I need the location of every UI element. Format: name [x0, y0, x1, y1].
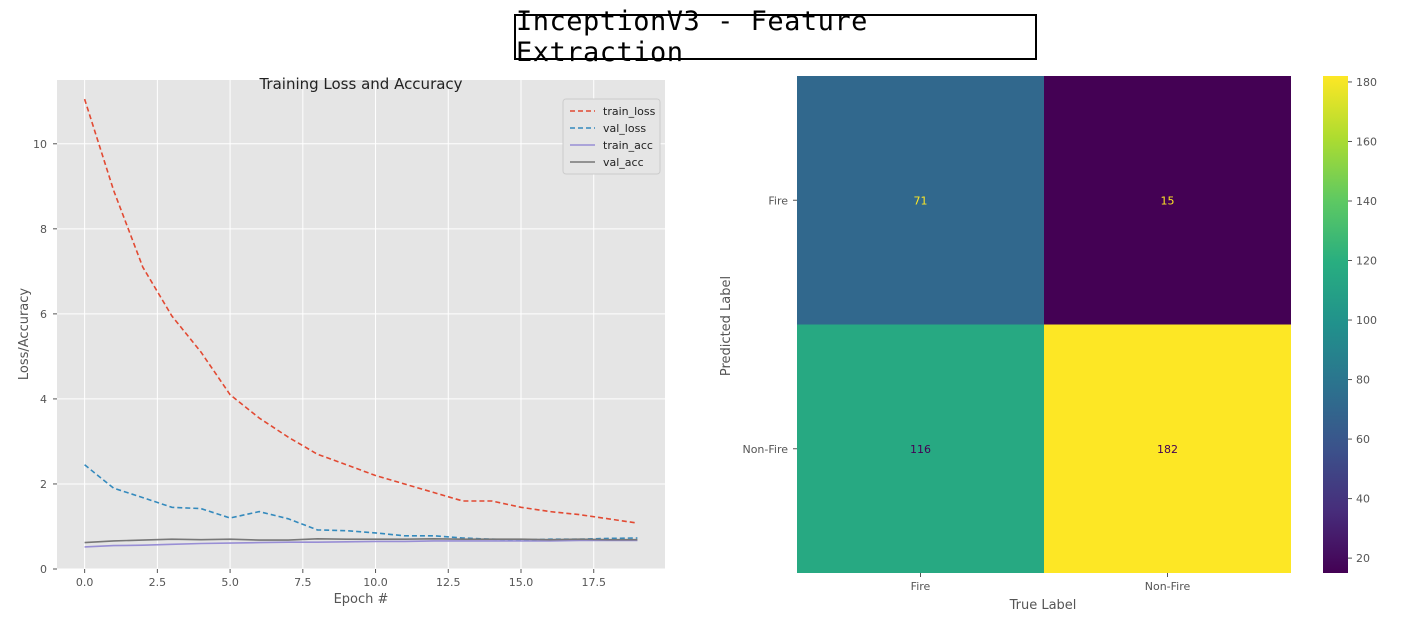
y-tick-label: 4 [40, 393, 47, 406]
matrix-cell [797, 324, 1044, 573]
x-tick-label: Fire [911, 580, 931, 593]
x-tick-label: Non-Fire [1145, 580, 1191, 593]
y-tick-label: 0 [40, 563, 47, 576]
colorbar-tick-label: 100 [1356, 314, 1377, 327]
series-lines [83, 98, 638, 548]
grid [57, 80, 665, 570]
y-tick-label: Non-Fire [742, 443, 788, 456]
line-chart: 0.0 2.5 5.0 7.5 10.0 12.5 15.0 17.5 0 2 4 6 8 10 Tra… [17, 75, 665, 607]
series-val-loss [84, 464, 638, 541]
matrix-cell [1044, 324, 1291, 573]
legend-label: train_acc [603, 139, 653, 152]
cell-value: 71 [914, 194, 928, 207]
x-tick-label: 5.0 [221, 576, 239, 589]
legend-label: val_acc [603, 156, 644, 169]
x-axis-label: True Label [1009, 598, 1077, 613]
x-axis-label: Epoch # [334, 592, 389, 607]
matrix-cell [1044, 76, 1291, 325]
legend-box [562, 98, 661, 175]
x-tick-label: 2.5 [149, 576, 167, 589]
x-tick-label: 10.0 [363, 576, 388, 589]
series-train-acc [84, 539, 638, 548]
y-axis-label: Predicted Label [719, 276, 734, 376]
y-tick-label: 6 [40, 308, 47, 321]
legend-label: val_loss [603, 122, 646, 135]
cell-value: 15 [1161, 194, 1175, 207]
colorbar [1323, 76, 1348, 573]
y-axis-ticks: Fire Non-Fire [742, 194, 797, 456]
chart-title: Training Loss and Accuracy [258, 75, 462, 93]
colorbar-ticks: 20 40 60 80 100 120 140 160 180 [1348, 76, 1377, 565]
legend-label: train_loss [603, 105, 656, 118]
x-tick-label: 7.5 [294, 576, 312, 589]
cell-value: 182 [1157, 443, 1178, 456]
matrix-cell [797, 76, 1044, 325]
y-tick-label: 2 [40, 478, 47, 491]
x-tick-label: 15.0 [509, 576, 534, 589]
y-tick-label: Fire [768, 194, 788, 207]
colorbar-tick-label: 160 [1356, 135, 1377, 148]
x-tick-label: 12.5 [436, 576, 461, 589]
x-axis-ticks: 0.0 2.5 5.0 7.5 10.0 12.5 15.0 17.5 [76, 569, 606, 589]
colorbar-tick-label: 140 [1356, 195, 1377, 208]
matrix-cells: 71 15 116 182 [797, 76, 1291, 573]
series-train-loss [83, 98, 638, 524]
cell-value: 116 [910, 443, 931, 456]
colorbar-tick-label: 180 [1356, 76, 1377, 89]
colorbar-tick-label: 60 [1356, 433, 1370, 446]
y-axis-ticks: 0 2 4 6 8 10 [33, 138, 57, 576]
x-axis-ticks: Fire Non-Fire [911, 573, 1191, 593]
x-tick-label: 17.5 [581, 576, 606, 589]
colorbar-tick-label: 40 [1356, 493, 1370, 506]
y-tick-label: 10 [33, 138, 47, 151]
colorbar-tick-label: 120 [1356, 255, 1377, 268]
x-tick-label: 0.0 [76, 576, 94, 589]
series-val-acc [84, 537, 638, 544]
y-tick-label: 8 [40, 223, 47, 236]
colorbar-tick-label: 80 [1356, 374, 1370, 387]
y-axis-label: Loss/Accuracy [17, 288, 32, 381]
legend: train_loss val_loss train_acc val_acc [562, 98, 661, 175]
colorbar-tick-label: 20 [1356, 552, 1370, 565]
